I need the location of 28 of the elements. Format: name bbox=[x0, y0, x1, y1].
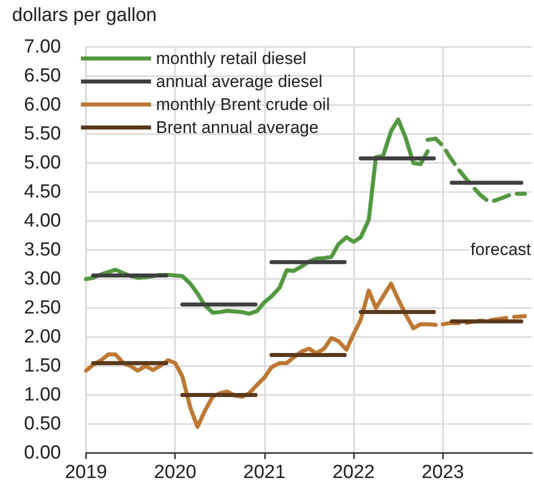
x-tick-label: 2020 bbox=[154, 462, 196, 483]
x-tick-label: 2022 bbox=[332, 462, 375, 483]
x-tick-label: 2021 bbox=[243, 462, 286, 483]
legend-label: monthly Brent crude oil bbox=[156, 95, 330, 114]
line-series bbox=[426, 136, 527, 203]
y-tick-label: 2.50 bbox=[24, 298, 61, 318]
y-tick-label: 6.50 bbox=[24, 66, 61, 86]
y-tick-label: 4.50 bbox=[24, 182, 61, 202]
y-tick-label: 7.00 bbox=[24, 36, 61, 58]
y-tick-label: 2.00 bbox=[24, 326, 61, 348]
y-tick-label: 0.50 bbox=[24, 414, 61, 434]
y-tick-label: 1.00 bbox=[24, 384, 61, 406]
y-tick-label: 3.50 bbox=[24, 240, 61, 260]
line-series bbox=[440, 314, 527, 326]
legend-label: annual average diesel bbox=[156, 72, 322, 91]
y-tick-label: 0.00 bbox=[24, 442, 61, 464]
y-tick-label: 6.00 bbox=[24, 94, 61, 116]
y-tick-label: 4.00 bbox=[24, 210, 61, 232]
x-tick-label: 2019 bbox=[64, 462, 108, 483]
y-tick-label: 3.00 bbox=[24, 268, 61, 290]
y-axis-title: dollars per gallon bbox=[12, 5, 157, 26]
legend-label: Brent annual average bbox=[156, 118, 319, 137]
x-tick-label: 2023 bbox=[422, 462, 464, 483]
y-tick-label: 5.50 bbox=[24, 124, 61, 144]
legend-label: monthly retail diesel bbox=[156, 49, 306, 68]
y-tick-label: 5.00 bbox=[24, 152, 61, 174]
annotation: forecast bbox=[470, 240, 532, 259]
y-tick-label: 1.50 bbox=[24, 356, 61, 376]
